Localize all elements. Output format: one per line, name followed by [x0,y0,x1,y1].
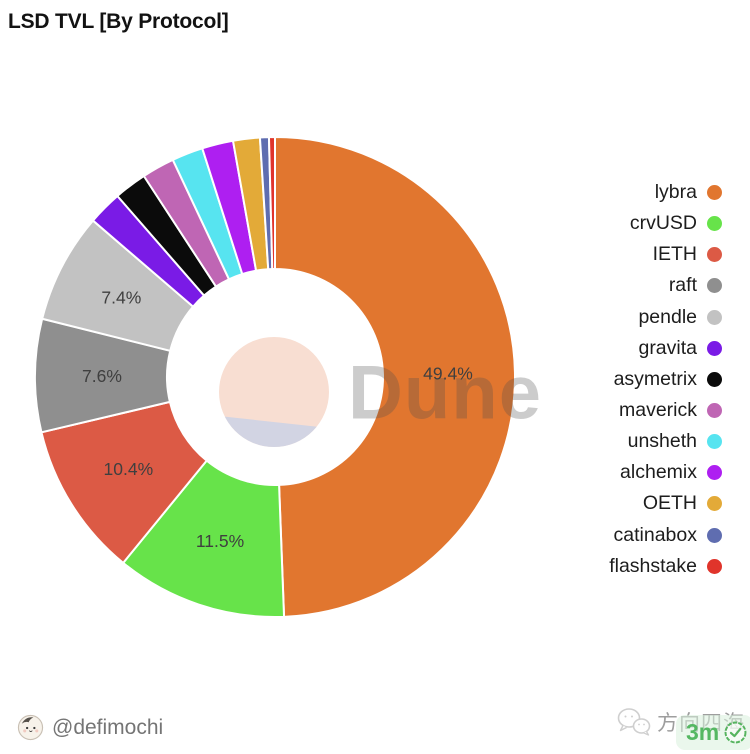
legend-item-unsheth[interactable]: unsheth [628,426,722,457]
legend-color-dot [707,278,722,294]
donut-slices [34,136,516,618]
author-credit: @defimochi [17,714,163,741]
legend-color-dot [707,434,722,450]
time-badge: 3m [676,715,750,750]
legend-item-catinabox[interactable]: catinabox [614,520,722,551]
legend-color-dot [707,371,722,387]
pie-slice-flashstake[interactable] [267,136,276,271]
legend-label: IETH [652,243,697,266]
slice-value-label: 7.6% [82,366,122,386]
legend-color-dot [707,558,722,574]
legend-label: maverick [618,399,697,422]
slice-value-label: 11.5% [196,531,244,551]
legend-item-pendle[interactable]: pendle [638,302,722,333]
legend-label: gravita [638,336,697,359]
legend-item-asymetrix[interactable]: asymetrix [614,364,722,395]
legend-color-dot [707,527,722,543]
legend-label: flashstake [609,554,697,577]
chart-title: LSD TVL [By Protocol] [8,10,229,33]
wechat-icon [617,708,651,736]
legend-item-crvUSD[interactable]: crvUSD [630,208,722,239]
time-badge-text: 3m [686,719,720,745]
legend-color-dot [707,216,722,232]
legend-label: pendle [638,305,697,328]
legend-item-lybra[interactable]: lybra [655,177,722,208]
legend-item-maverick[interactable]: maverick [619,395,722,426]
author-handle: @defimochi [52,715,164,739]
legend-label: OETH [642,492,697,515]
legend-label: unsheth [627,430,697,453]
legend-color-dot [707,403,722,419]
legend-item-flashstake[interactable]: flashstake [609,551,722,582]
legend-color-dot [707,340,722,356]
legend-item-gravita[interactable]: gravita [638,333,722,364]
legend-item-IETH[interactable]: IETH [653,239,722,270]
legend-label: alchemix [620,461,697,484]
slice-value-label: 49.4% [423,364,473,384]
legend-color-dot [707,309,722,325]
verified-seal-icon [724,721,747,744]
legend-label: asymetrix [613,367,697,390]
legend-label: catinabox [613,523,697,546]
legend-item-OETH[interactable]: OETH [643,488,722,519]
legend-item-alchemix[interactable]: alchemix [620,457,722,488]
legend-label: raft [668,274,697,297]
legend-label: crvUSD [629,212,697,235]
slice-value-labels: 49.4% 11.5% 10.4% 7.6% 7.4% [82,287,473,551]
slice-value-label: 7.4% [101,287,141,307]
slice-value-label: 10.4% [104,459,154,479]
chart-legend: lybra crvUSD IETH raft pendle gravita asymetri… [609,177,722,582]
legend-color-dot [707,185,722,201]
legend-label: lybra [654,181,697,204]
pie-slice-lybra[interactable] [274,136,516,618]
dune-logo-icon [219,337,329,447]
legend-color-dot [707,465,722,481]
legend-item-raft[interactable]: raft [669,270,722,301]
mochi-avatar-icon [17,714,44,741]
dune-watermark: Dune [348,351,542,436]
legend-color-dot [707,247,722,263]
legend-color-dot [707,496,722,512]
